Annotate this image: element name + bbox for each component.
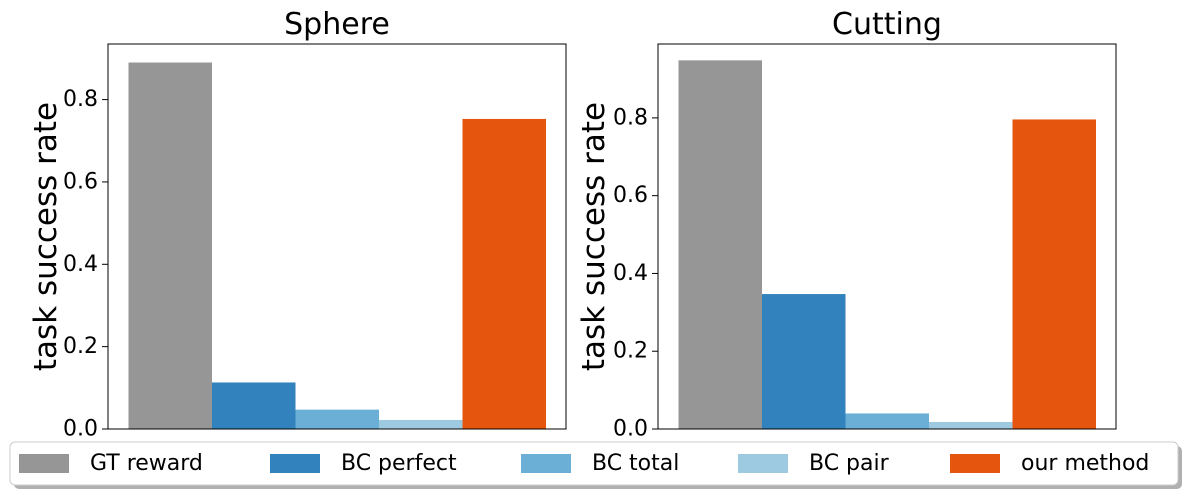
- legend-label: BC pair: [809, 451, 890, 476]
- y-tick-label: 0.4: [613, 261, 648, 286]
- legend-label: BC perfect: [341, 451, 457, 476]
- legend-swatch-gt-reward: [19, 454, 69, 473]
- y-tick-label: 0.8: [613, 105, 648, 130]
- bar-our-method: [1012, 119, 1096, 429]
- bar-bc-pair: [379, 419, 463, 429]
- axes-frame: [107, 43, 567, 430]
- legend-swatch-bc-pair: [738, 454, 788, 473]
- bar-bc-perfect: [212, 382, 296, 429]
- legend-swatch-bc-perfect: [270, 454, 320, 473]
- y-tick-label: 0.0: [613, 417, 648, 442]
- bar-gt-reward: [128, 62, 212, 429]
- bar-bc-total: [295, 409, 379, 429]
- sphere-panel: 0.0 0.2 0.4 0.6 0.8 Sphere task success rate: [28, 7, 567, 442]
- legend-label: BC total: [592, 451, 679, 476]
- bar-our-method: [462, 118, 546, 430]
- y-axis-label: task success rate: [576, 102, 612, 371]
- legend-label: our method: [1021, 451, 1149, 476]
- y-tick-label: 0.8: [63, 87, 98, 112]
- legend: GT reward BC perfect BC total BC pair our me…: [9, 441, 1182, 489]
- y-tick-label: 0.4: [63, 252, 98, 277]
- y-tick-label: 0.2: [613, 339, 648, 364]
- axes-frame: [657, 43, 1117, 430]
- bar-bc-total: [845, 413, 929, 429]
- y-tick-label: 0.6: [613, 183, 648, 208]
- y-axis-label: task success rate: [28, 102, 64, 371]
- chart-title: Sphere: [284, 7, 390, 42]
- legend-label: GT reward: [90, 451, 203, 476]
- bar-gt-reward: [678, 60, 762, 429]
- legend-box: [9, 441, 1179, 486]
- chart-title: Cutting: [832, 7, 942, 42]
- cutting-panel: 0.0 0.2 0.4 0.6 0.8 Cutting task success rate: [576, 7, 1117, 442]
- bar-bc-pair: [929, 422, 1013, 429]
- bar-bc-perfect: [762, 294, 846, 429]
- legend-swatch-bc-total: [521, 454, 571, 473]
- y-tick-label: 0.2: [63, 334, 98, 359]
- y-tick-label: 0.0: [63, 417, 98, 442]
- y-tick-label: 0.6: [63, 169, 98, 194]
- legend-swatch-our-method: [950, 454, 1000, 473]
